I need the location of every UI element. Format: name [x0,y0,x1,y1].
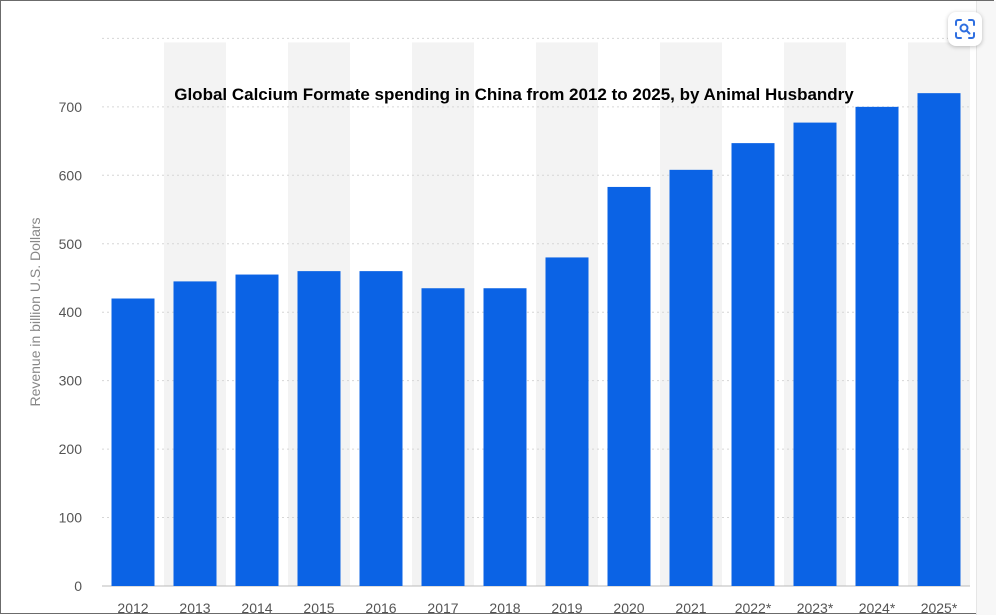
scan-lens-icon [955,19,975,39]
y-tick-label: 700 [59,99,83,115]
y-tick-label: 400 [59,304,83,320]
scroll-strip [976,1,996,615]
bars [111,93,961,587]
bar[interactable] [793,122,837,586]
scan-button[interactable] [948,12,982,46]
bar[interactable] [111,298,155,586]
x-tick-label: 2021 [675,600,706,616]
y-tick-label: 300 [59,373,83,389]
x-tick-label: 2024* [859,600,896,616]
bar[interactable] [669,169,713,586]
y-tick-label: 100 [59,510,83,526]
x-tick-label: 2016 [365,600,396,616]
bar[interactable] [607,186,651,586]
x-tick-label: 2018 [489,600,520,616]
x-tick-label: 2019 [551,600,582,616]
y-tick-label: 0 [74,578,82,594]
x-tick-label: 2014 [241,600,272,616]
x-tick-label: 2022* [735,600,772,616]
x-tick-label: 2015 [303,600,334,616]
bar[interactable] [359,271,403,586]
y-axis-ticks: 0 100 200 300 400 500 600 700 [59,99,83,594]
x-tick-label: 2020 [613,600,644,616]
bar[interactable] [545,257,589,586]
x-tick-label: 2017 [427,600,458,616]
bar[interactable] [173,281,217,586]
x-tick-label: 2013 [179,600,210,616]
bar[interactable] [235,274,279,586]
bar[interactable] [421,288,465,586]
bar[interactable] [855,106,899,586]
x-tick-label: 2025* [921,600,958,616]
y-axis-label: Revenue in billion U.S. Dollars [27,217,43,406]
bar[interactable] [483,288,527,586]
x-tick-label: 2012 [117,600,148,616]
y-tick-label: 500 [59,236,83,252]
bar[interactable] [297,271,341,586]
y-tick-label: 200 [59,441,83,457]
bar[interactable] [731,143,775,587]
bar[interactable] [917,93,961,586]
x-tick-label: 2023* [797,600,834,616]
y-tick-label: 600 [59,167,83,183]
chart-title: Global Calcium Formate spending in China… [174,85,854,104]
x-axis-ticks: 2012 2013 2014 2015 2016 2017 2018 2019 2020 2021… [117,600,957,616]
